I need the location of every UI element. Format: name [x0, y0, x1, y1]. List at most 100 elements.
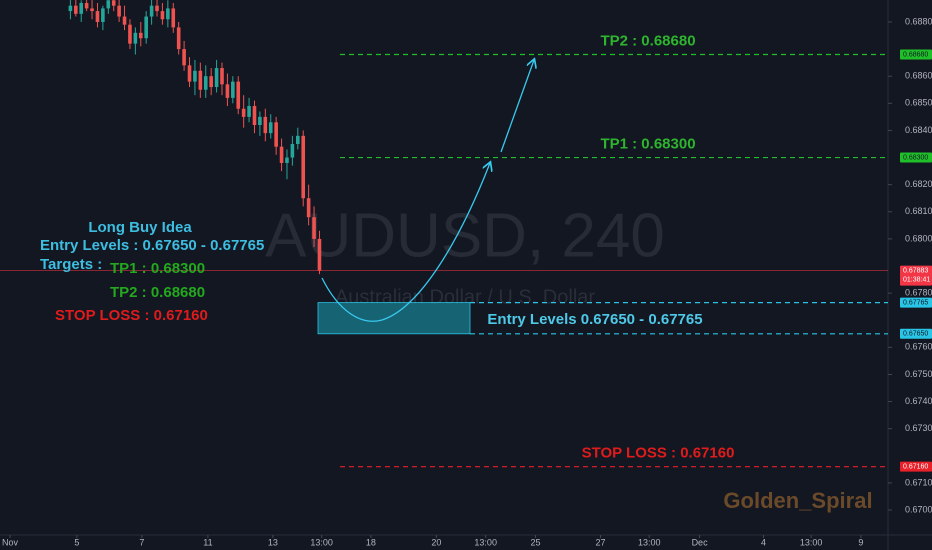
candle-body [149, 5, 154, 17]
candle-body [68, 5, 73, 12]
projection-arrow [500, 60, 534, 153]
candle-body [296, 135, 300, 144]
candle-body [74, 5, 78, 14]
level-label: TP1 : 0.68300 [600, 136, 695, 153]
level-label: TP2 : 0.68680 [600, 32, 695, 49]
note-tp2: TP2 : 0.68680 [110, 284, 205, 301]
x-tick-label: 27 [595, 537, 605, 547]
candle-body [268, 122, 273, 134]
axis-badge [900, 49, 932, 60]
x-tick-label: 25 [530, 537, 540, 547]
candle-body [236, 81, 241, 109]
candle-body [225, 84, 230, 98]
candle-body [203, 76, 208, 90]
candle-body [285, 157, 289, 163]
candle-body [231, 81, 235, 98]
x-tick-label: 13:00 [310, 537, 333, 547]
candle-body [317, 238, 322, 271]
candle-body [79, 2, 84, 14]
candle-body [133, 32, 138, 44]
candle-body [279, 146, 284, 163]
x-tick-label: 4 [761, 537, 766, 547]
candle-body [258, 116, 262, 126]
candle-body [155, 5, 159, 12]
x-tick-label: 11 [203, 537, 212, 547]
candle-body [306, 198, 311, 218]
candle-body [241, 108, 246, 117]
entry-label: Entry Levels 0.67650 - 0.67765 [487, 311, 702, 328]
last-price-label: 0.67883 [903, 267, 928, 274]
candle-body [193, 70, 197, 82]
countdown: 01:38:41 [903, 276, 930, 283]
axis-badge [900, 297, 932, 308]
candle-body [122, 16, 127, 25]
candle-body [138, 32, 143, 39]
candle-body [274, 122, 278, 147]
axis-badge [900, 328, 932, 339]
candle-body [252, 106, 257, 126]
candle-body [198, 70, 203, 90]
x-tick-label: 7 [139, 537, 144, 547]
last-price-badge [900, 265, 932, 286]
x-tick-label: 5 [74, 537, 79, 547]
candle-body [176, 27, 181, 50]
entry-zone [317, 302, 471, 335]
projection-curve [321, 163, 490, 322]
candle-body [220, 68, 224, 85]
candle-body [187, 65, 192, 82]
candle-body [106, 0, 111, 9]
y-tick-label: 0.67000 [905, 504, 932, 514]
candle-body [160, 11, 165, 20]
candle-body [144, 16, 148, 39]
candle-body [128, 24, 132, 44]
candle-body [182, 49, 186, 66]
candle-body [111, 0, 116, 6]
axis-badge-label: 0.68300 [903, 154, 928, 161]
axis-badge-label: 0.68680 [903, 51, 928, 58]
x-tick-label: Nov [2, 537, 19, 547]
candle-body [84, 2, 89, 9]
candle-body [101, 8, 105, 22]
candle-body [263, 116, 268, 134]
candle-body [90, 8, 94, 12]
candle-body [117, 5, 121, 17]
level-label: STOP LOSS : 0.67160 [582, 445, 735, 462]
x-tick-label: 13:00 [638, 537, 661, 547]
axis-badge-label: 0.67160 [903, 464, 928, 471]
candle-body [95, 11, 100, 22]
signature: Golden_Spiral [723, 488, 872, 513]
note: Long Buy Idea Entry Levels : 0.67650 - 0… [40, 219, 264, 324]
axis-badge [900, 152, 932, 163]
x-tick-label: 13 [268, 537, 278, 547]
candle-body [290, 143, 295, 158]
note-stop: STOP LOSS : 0.67160 [55, 307, 208, 324]
candle-body [214, 68, 219, 88]
candle-body [209, 76, 213, 88]
x-tick-label: 9 [858, 537, 863, 547]
candle-body [247, 106, 251, 117]
note-targets: Targets : [40, 256, 102, 273]
x-tick-label: 13:00 [800, 537, 823, 547]
axis-badge-label: 0.67650 [903, 331, 928, 338]
x-tick-label: Dec [692, 537, 709, 547]
watermark: AUDUSD, 240 [265, 201, 665, 270]
candle-body [166, 8, 170, 20]
note-tp1: TP1 : 0.68300 [110, 260, 205, 277]
axis-badge-label: 0.67765 [903, 299, 928, 306]
candle-body [312, 217, 316, 239]
